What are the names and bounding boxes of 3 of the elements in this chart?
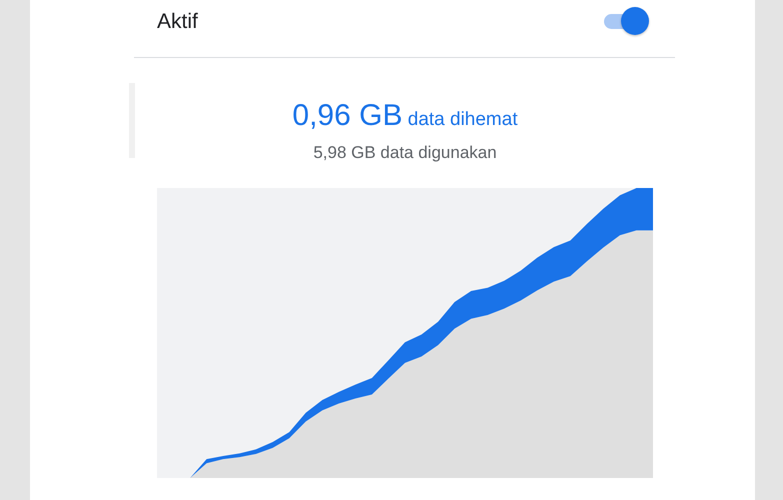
- chart-subtitle: 5,98 GB data digunakan: [312, 143, 498, 163]
- text: Aktif: [157, 9, 198, 35]
- chart-title: 0,96 GB data dihemat: [292, 99, 518, 132]
